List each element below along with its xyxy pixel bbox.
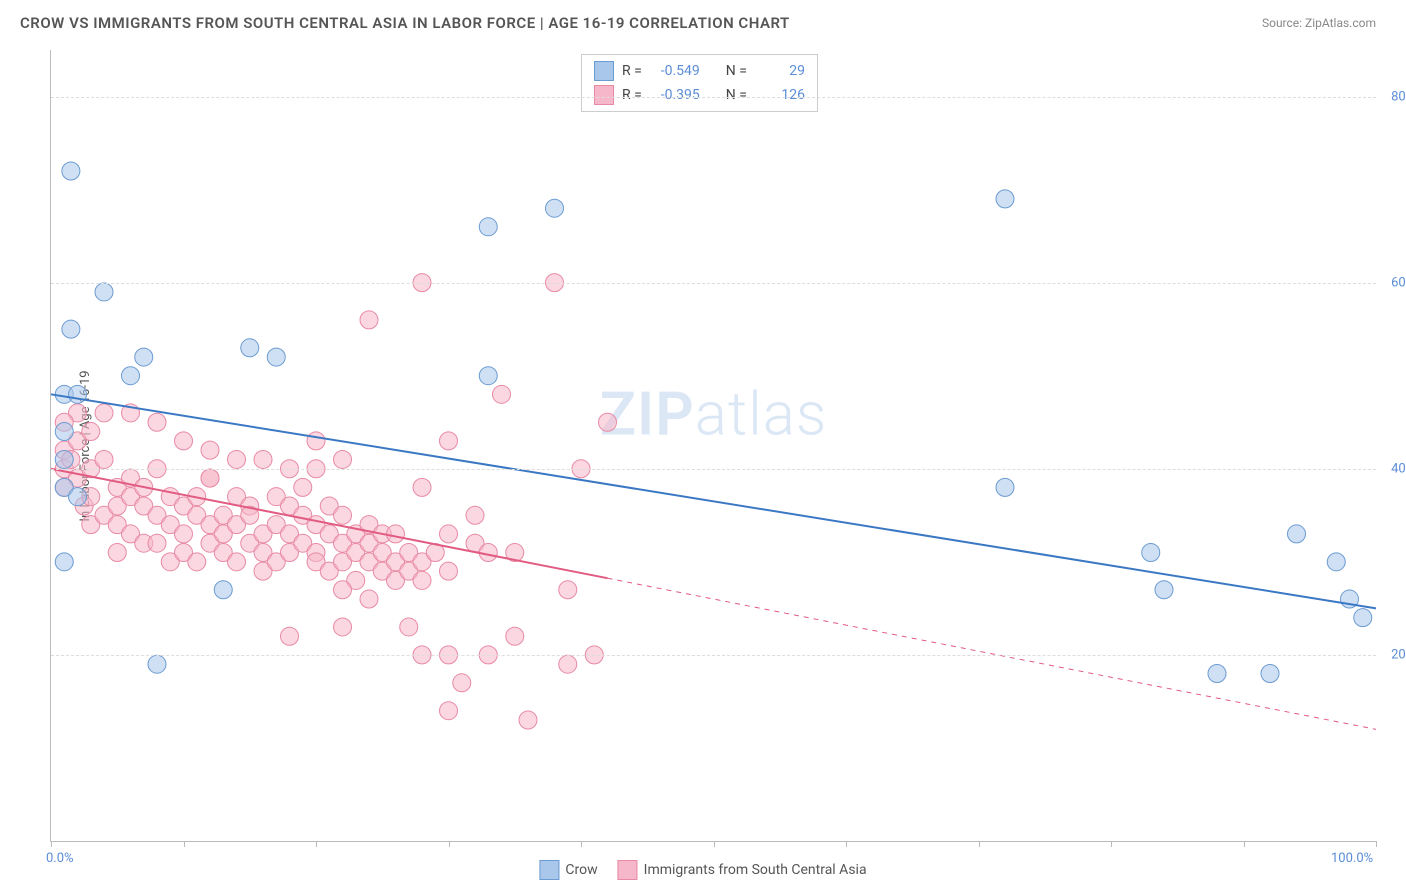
chart-plot-area: ZIPatlas R = -0.549 N = 29 R = -0.395 N … [50,50,1376,842]
chart-svg [51,50,1376,841]
n-value-2: 126 [755,87,805,103]
swatch-series-2 [594,85,614,105]
r-label: R = [622,63,642,79]
n-value-1: 29 [755,63,805,79]
legend-item-1: Crow [539,860,597,880]
n-label-2: N = [726,87,747,103]
legend-label-2: Immigrants from South Central Asia [644,862,867,878]
swatch-series-1 [594,61,614,81]
stats-row-2: R = -0.395 N = 126 [592,83,807,107]
r-label-2: R = [622,87,642,103]
bottom-legend: Crow Immigrants from South Central Asia [539,860,866,880]
r-value-1: -0.549 [650,63,700,79]
stats-row-1: R = -0.549 N = 29 [592,59,807,83]
legend-swatch-2 [618,860,638,880]
x-tick-label: 0.0% [46,851,74,866]
chart-title: CROW VS IMMIGRANTS FROM SOUTH CENTRAL AS… [20,14,790,32]
x-tick-label: 100.0% [1331,851,1373,866]
y-tick-label: 60.0% [1381,275,1406,290]
y-tick-label: 40.0% [1381,461,1406,476]
n-label: N = [726,63,747,79]
legend-label-1: Crow [565,862,597,878]
y-tick-label: 20.0% [1381,647,1406,662]
source-label: Source: ZipAtlas.com [1262,16,1376,30]
legend-item-2: Immigrants from South Central Asia [618,860,867,880]
y-tick-label: 80.0% [1381,89,1406,104]
stats-box: R = -0.549 N = 29 R = -0.395 N = 126 [581,54,818,112]
r-value-2: -0.395 [650,87,700,103]
legend-swatch-1 [539,860,559,880]
